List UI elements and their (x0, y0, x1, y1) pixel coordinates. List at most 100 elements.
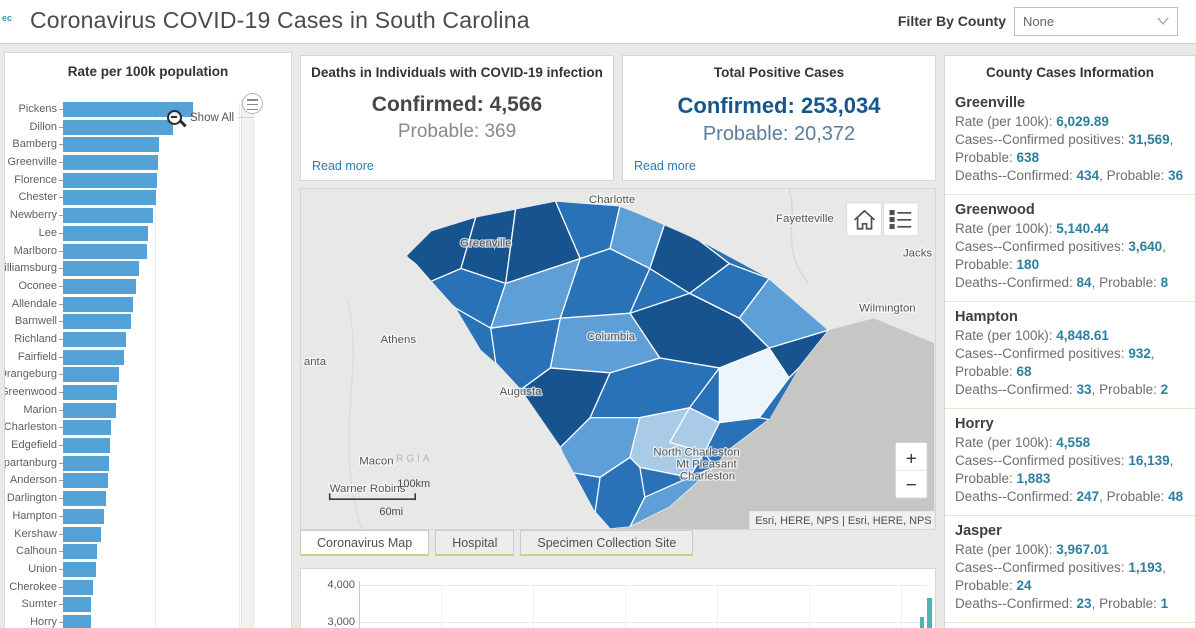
tab-coronavirus-map[interactable]: Coronavirus Map (300, 530, 430, 556)
bar-row: Sumter (5, 596, 291, 614)
bar[interactable] (63, 455, 109, 471)
bar[interactable] (63, 402, 116, 418)
bar-label: Edgefield (11, 439, 57, 452)
county-name: Greenwood (955, 202, 1035, 218)
bar-row: Richland (5, 331, 291, 349)
county-entry[interactable]: KershawRate (per 100k): 4,793.32 (945, 622, 1195, 628)
scale-bar (328, 493, 416, 501)
bar[interactable] (63, 473, 108, 489)
bar-label: Barnwell (14, 315, 57, 328)
axis-tick (59, 533, 63, 535)
county-shape[interactable] (629, 466, 716, 528)
bar-label: Marion (23, 403, 57, 416)
timeline-chart-panel: 4,000 3,000 (300, 568, 936, 628)
county-entry[interactable]: Hampton Rate (per 100k): 4,848.61 Cases--C… (945, 301, 1195, 408)
map-city-label: Macon (359, 455, 393, 467)
bar[interactable] (63, 420, 111, 436)
bar[interactable] (63, 296, 133, 312)
gridline (625, 585, 626, 628)
bar-label: Bamberg (12, 138, 57, 151)
cases-read-more-link[interactable]: Read more (634, 159, 696, 173)
deaths-panel-title: Deaths in Individuals with COVID-19 infe… (311, 65, 603, 80)
bar[interactable] (63, 508, 104, 524)
bar-label: Dillon (29, 120, 57, 133)
tab-hospital[interactable]: Hospital (435, 530, 515, 556)
bar[interactable] (63, 438, 110, 454)
map-zoom-control[interactable]: + − (894, 442, 928, 499)
county-entry[interactable]: Horry Rate (per 100k): 4,558 Cases--Confir… (945, 408, 1195, 515)
bar[interactable] (63, 119, 173, 135)
deaths-line: Deaths--Confirmed: 23, Probable: 1 (955, 596, 1169, 611)
bar-row: Orangeburg (5, 366, 291, 384)
timeline-bar[interactable] (920, 616, 924, 628)
bar[interactable] (63, 367, 119, 383)
bar[interactable] (63, 491, 106, 507)
bar[interactable] (63, 243, 147, 259)
county-filter-dropdown[interactable]: None (1014, 7, 1178, 36)
bar[interactable] (63, 208, 153, 224)
bar[interactable] (63, 561, 96, 577)
axis-tick (59, 498, 63, 500)
axis-tick (59, 285, 63, 287)
tab-specimen-collection-site[interactable]: Specimen Collection Site (520, 530, 694, 556)
axis-tick (59, 621, 63, 623)
map-city-label: North Charleston (653, 446, 739, 458)
bar[interactable] (63, 614, 91, 628)
axis-tick (59, 462, 63, 464)
county-entry[interactable]: Greenville Rate (per 100k): 6,029.89 Cases… (945, 88, 1195, 194)
deaths-line: Deaths--Confirmed: 434, Probable: 36 (955, 168, 1184, 183)
bar[interactable] (63, 155, 158, 171)
county-name: Jasper (955, 523, 1002, 539)
bar[interactable] (63, 102, 193, 117)
zoom-out-button[interactable]: − (906, 475, 917, 496)
map-canvas[interactable]: Charlotte Fayetteville Jacks Wilmington Gree… (301, 189, 935, 529)
gridline (359, 622, 927, 623)
map-home-button[interactable] (846, 202, 882, 237)
bar[interactable] (63, 190, 156, 206)
bar[interactable] (63, 349, 124, 365)
coronavirus-map[interactable]: Charlotte Fayetteville Jacks Wilmington Gree… (300, 188, 936, 530)
timeline-bar[interactable] (927, 597, 932, 628)
bar[interactable] (63, 314, 131, 330)
county-shape[interactable] (559, 248, 651, 319)
bar[interactable] (63, 579, 93, 595)
bar[interactable] (63, 597, 91, 613)
county-shape[interactable] (718, 347, 790, 424)
show-all-control[interactable]: Show All (167, 110, 255, 125)
bar-row: Darlington (5, 490, 291, 508)
bar[interactable] (63, 225, 148, 241)
zoom-in-button[interactable]: + (906, 448, 917, 469)
bar-row: Anderson (5, 472, 291, 490)
chevron-down-icon (1157, 18, 1169, 25)
bar[interactable] (63, 385, 117, 400)
bar-label: Horry (30, 615, 57, 628)
bar-row: Oconee (5, 278, 291, 296)
map-legend-button[interactable] (882, 202, 919, 237)
cases-line: Cases--Confirmed positives: 1,193, Proba… (955, 560, 1166, 593)
county-entry[interactable]: Greenwood Rate (per 100k): 5,140.44 Cases-… (945, 194, 1195, 301)
axis-tick (59, 480, 63, 482)
bar[interactable] (63, 278, 136, 294)
county-entry[interactable]: Jasper Rate (per 100k): 3,967.01 Cases--Co… (945, 515, 1195, 622)
deaths-panel: Deaths in Individuals with COVID-19 infe… (300, 55, 614, 181)
bar[interactable] (63, 137, 159, 153)
county-layer[interactable] (406, 200, 829, 529)
bar[interactable] (63, 172, 157, 188)
bar[interactable] (63, 261, 139, 277)
bar-row: Edgefield (5, 437, 291, 455)
bar[interactable] (63, 544, 97, 560)
deaths-read-more-link[interactable]: Read more (312, 159, 374, 173)
county-name: Horry (955, 416, 994, 432)
bar[interactable] (63, 331, 126, 347)
chart-menu-button[interactable] (242, 93, 263, 114)
bar-row: Calhoun (5, 543, 291, 561)
county-name: Greenville (955, 95, 1026, 111)
axis-tick (59, 197, 63, 199)
deaths-line: Deaths--Confirmed: 33, Probable: 2 (955, 382, 1169, 397)
bar-label: Calhoun (16, 545, 57, 558)
bar[interactable] (63, 526, 101, 542)
chart-scrollbar[interactable] (241, 99, 255, 628)
gridline (901, 585, 902, 628)
axis-tick (59, 338, 63, 340)
bar-row: Dillon (5, 119, 291, 137)
